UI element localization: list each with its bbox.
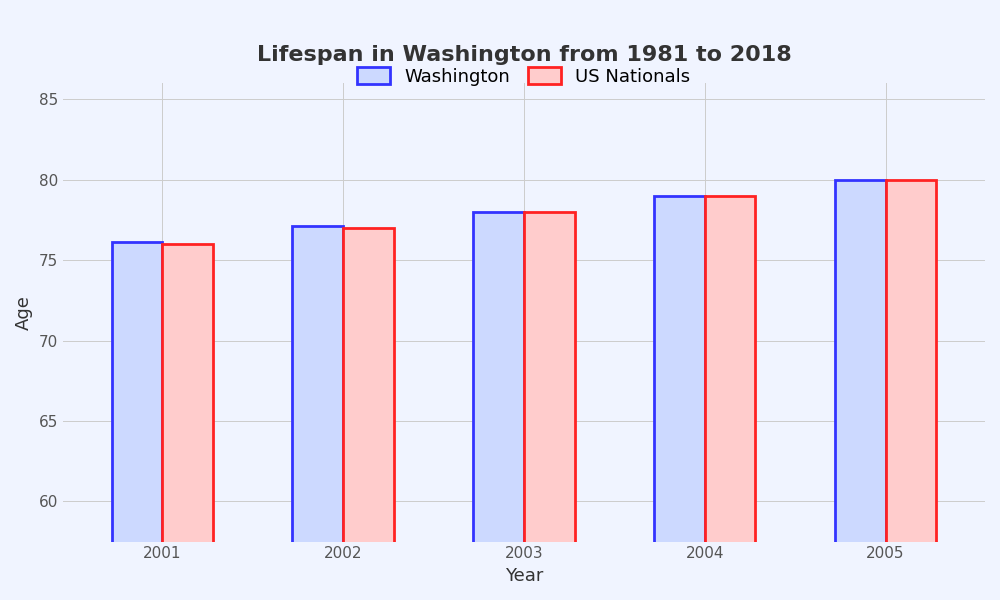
Bar [705,196,755,600]
Bar [162,244,213,600]
Legend: Washington, US Nationals: Washington, US Nationals [350,60,698,93]
Bar [343,228,394,600]
Bar [473,212,524,600]
Bar [112,242,162,600]
Bar [886,180,936,600]
Bar [835,180,886,600]
Y-axis label: Age: Age [15,295,33,330]
Bar [292,226,343,600]
Bar [654,196,705,600]
Title: Lifespan in Washington from 1981 to 2018: Lifespan in Washington from 1981 to 2018 [257,45,791,65]
X-axis label: Year: Year [505,567,543,585]
Bar [524,212,575,600]
